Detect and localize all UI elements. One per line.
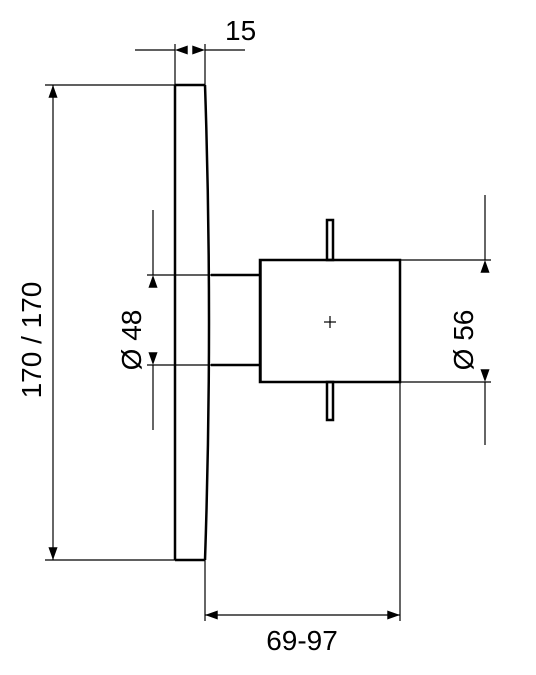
label-height: 170 / 170 [16,282,47,399]
label-thickness: 15 [225,15,256,46]
label-depth: 69-97 [266,625,338,656]
escutcheon-front [205,85,209,560]
label-dia48: Ø 48 [116,310,147,371]
cross-pin-top [327,220,333,260]
cross-pin-bottom [327,382,333,420]
label-dia56: Ø 56 [448,310,479,371]
